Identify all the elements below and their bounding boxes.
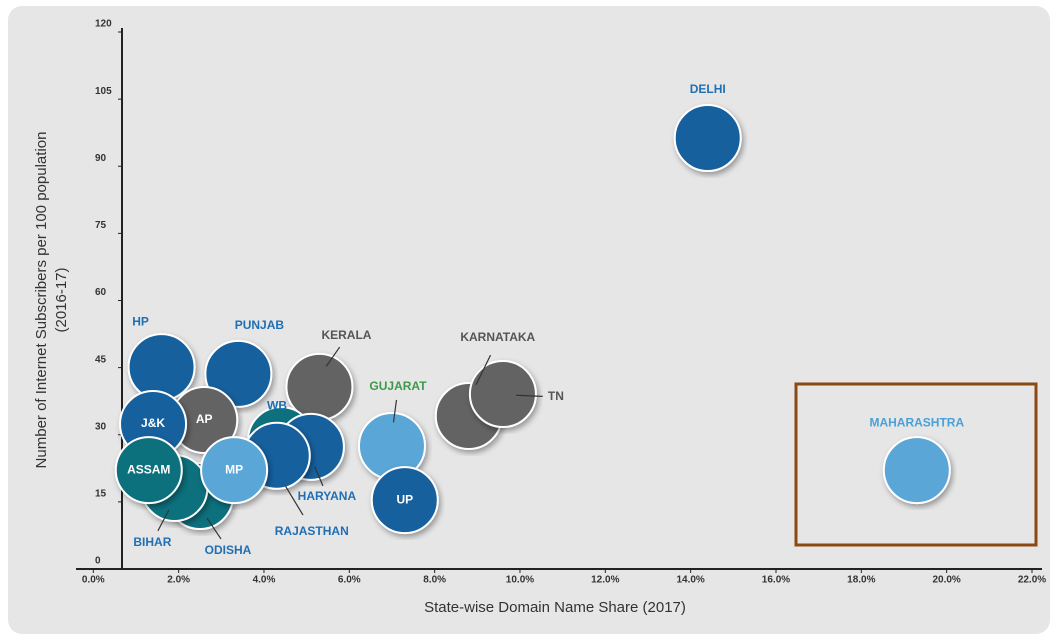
y-tick-label: 90: [95, 153, 107, 164]
x-tick-label: 14.0%: [676, 575, 704, 586]
bubble-label: UP: [396, 492, 413, 506]
bubble-label: GUJARAT: [369, 379, 427, 393]
y-tick-label: 30: [95, 421, 107, 432]
bubble: [127, 333, 196, 402]
bubble-label: J&K: [141, 416, 165, 430]
bubble-label: RAJASTHAN: [275, 524, 349, 538]
x-tick-label: 2.0%: [167, 575, 190, 586]
bubble-label: PUNJAB: [235, 318, 285, 332]
bubble: [673, 104, 742, 173]
leader-line: [314, 466, 324, 487]
y-tick-label: 45: [95, 354, 107, 365]
x-tick-label: 16.0%: [762, 575, 790, 586]
y-tick-label: 15: [95, 489, 107, 500]
y-tick-label: 60: [95, 287, 107, 298]
x-tick-label: 18.0%: [847, 575, 875, 586]
bubble-label: KARNATAKA: [460, 330, 535, 344]
bubble-label: AP: [196, 412, 213, 426]
x-tick-label: 6.0%: [338, 575, 361, 586]
bubble: [200, 436, 269, 505]
x-tick-label: 22.0%: [1018, 575, 1046, 586]
x-tick-label: 10.0%: [506, 575, 534, 586]
highlight-box: [794, 382, 1038, 547]
leader-line: [516, 394, 543, 397]
bubble-label: ASSAM: [127, 462, 170, 476]
bubble-label: HARYANA: [298, 489, 357, 503]
bubble-label: WB: [267, 398, 287, 412]
leader-line: [157, 509, 170, 532]
y-tick-label: 120: [95, 19, 112, 30]
bubble-label: TN: [548, 389, 564, 403]
x-axis-label: State-wise Domain Name Share (2017): [424, 599, 686, 616]
bubble-label: BIHAR: [133, 535, 171, 549]
y-axis-label-line: (2016-17): [53, 267, 70, 332]
bubble-label: HP: [132, 314, 149, 328]
leader-line: [392, 399, 398, 423]
leader-line: [325, 346, 341, 367]
bubble: [204, 339, 273, 408]
leader-line: [475, 354, 492, 386]
x-tick-label: 0.0%: [82, 575, 105, 586]
bubble-label: ODISHA: [205, 543, 252, 557]
x-tick-label: 4.0%: [253, 575, 276, 586]
bubble-label: MAHARASHTRA: [869, 415, 964, 429]
bubble: [882, 436, 951, 505]
y-tick-label: 105: [95, 86, 112, 97]
y-tick-label: 0: [95, 556, 101, 567]
y-axis-label-line: Number of Internet Subscribers per 100 p…: [33, 132, 50, 469]
bubble: [370, 466, 439, 535]
bubble-label: MP: [225, 462, 243, 476]
x-tick-label: 8.0%: [423, 575, 446, 586]
bubble: [114, 436, 183, 505]
y-tick-label: 75: [95, 220, 107, 231]
x-tick-label: 20.0%: [932, 575, 960, 586]
x-tick-label: 12.0%: [591, 575, 619, 586]
y-axis-label: Number of Internet Subscribers per 100 p…: [33, 132, 70, 469]
leader-line: [285, 485, 304, 516]
leader-line: [206, 517, 222, 540]
bubble-label: KERALA: [321, 328, 371, 342]
bubble: [468, 360, 537, 429]
bubble-label: DELHI: [690, 82, 726, 96]
